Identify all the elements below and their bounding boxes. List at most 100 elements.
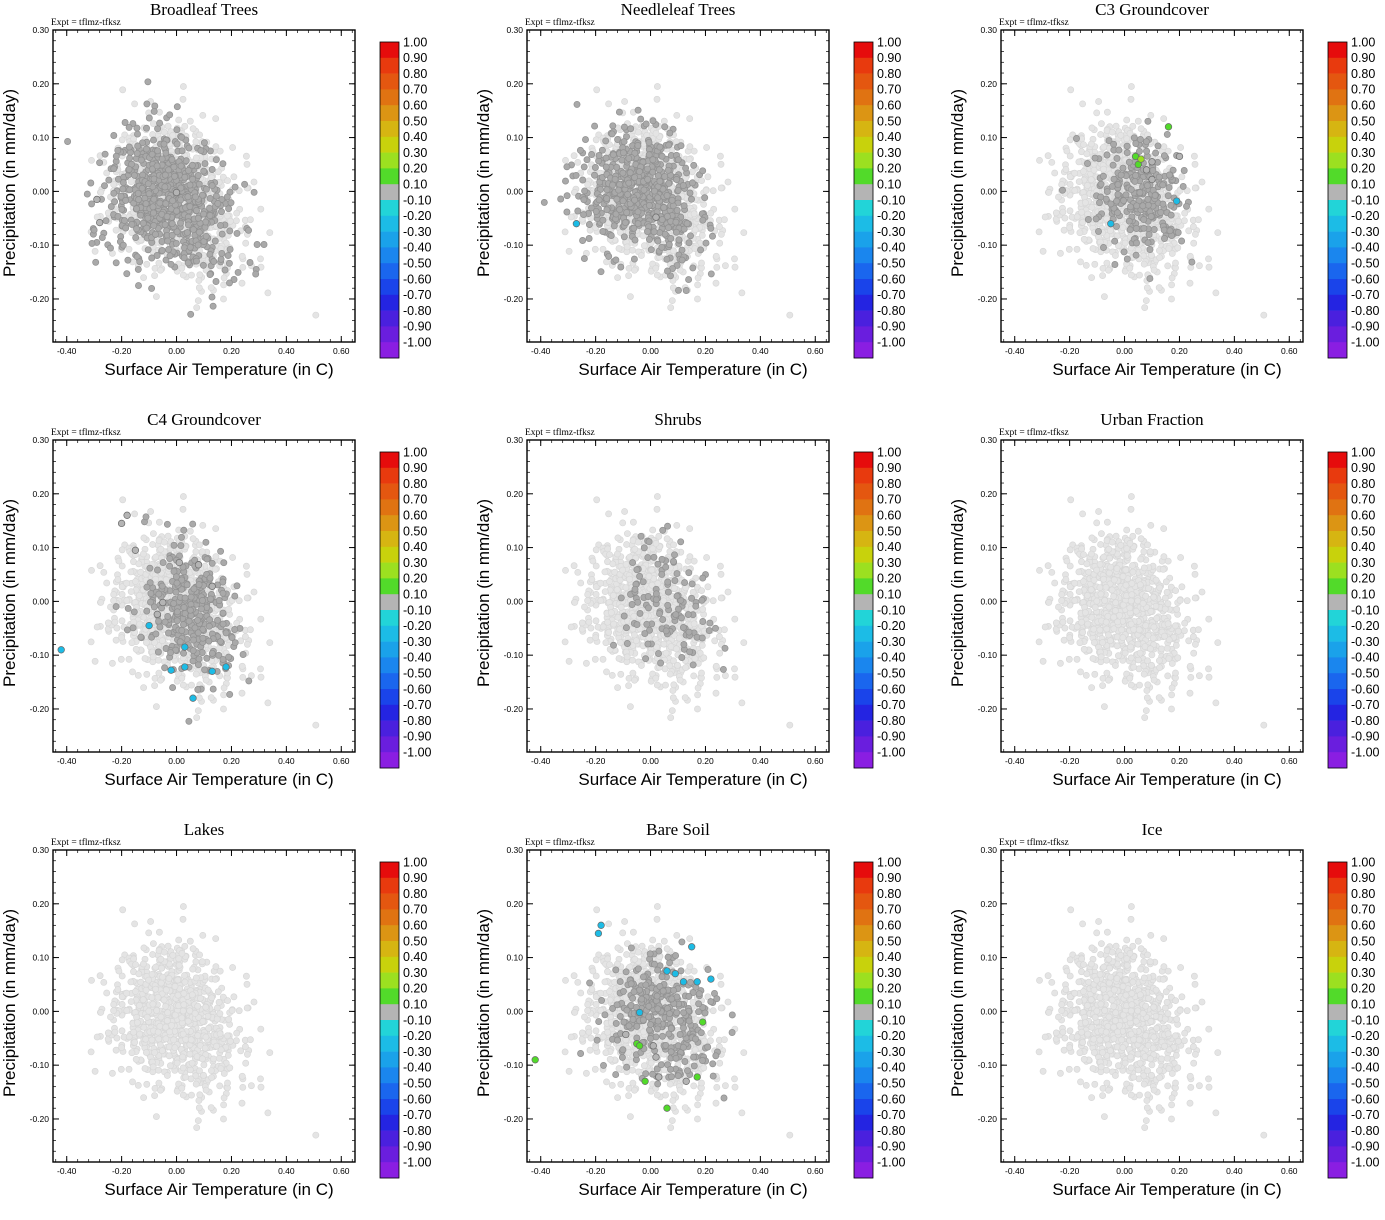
neutral-point: [134, 131, 140, 137]
background-point: [1206, 264, 1212, 270]
neutral-point: [1161, 235, 1167, 241]
neutral-point: [232, 184, 238, 190]
background-point: [1081, 236, 1087, 242]
x-tick-label: 0.40: [752, 346, 769, 356]
neutral-point: [186, 145, 192, 151]
background-point: [1067, 208, 1073, 214]
colorbar-label: 0.70: [403, 83, 427, 97]
background-point: [1072, 187, 1078, 193]
neutral-point: [702, 195, 708, 201]
colorbar-swatch: [854, 74, 873, 90]
point-layer: [541, 83, 793, 318]
background-point: [1179, 174, 1185, 180]
neutral-point: [151, 108, 157, 114]
neutral-point: [203, 186, 209, 192]
neutral-point: [145, 247, 151, 253]
colorbar: 1.000.900.800.700.600.500.400.300.200.10…: [854, 35, 906, 358]
neutral-point: [1144, 148, 1150, 154]
background-point: [1144, 285, 1150, 291]
neutral-point: [1166, 172, 1172, 178]
background-point: [732, 264, 738, 270]
colorbar-swatch: [854, 263, 873, 279]
colorbar-swatch: [854, 121, 873, 137]
colorbar-label: -0.50: [403, 256, 432, 270]
background-point: [1042, 214, 1048, 220]
neutral-point: [189, 162, 195, 168]
y-tick-label: 0.00: [506, 186, 523, 196]
chart-title: C3 Groundcover: [1095, 0, 1209, 19]
colorbar-label: 1.00: [403, 35, 427, 49]
background-point: [1053, 210, 1059, 216]
background-point: [1165, 263, 1171, 269]
neutral-point: [195, 215, 201, 221]
neutral-point: [150, 204, 156, 210]
background-point: [1172, 260, 1178, 266]
neutral-point: [135, 266, 141, 272]
neutral-point: [198, 147, 204, 153]
neutral-point: [174, 127, 180, 133]
x-tick-label: 0.60: [333, 346, 350, 356]
neutral-point: [173, 240, 179, 246]
neutral-point: [648, 247, 654, 253]
neutral-point: [111, 166, 117, 172]
colorbar-swatch: [380, 105, 399, 121]
neutral-point: [151, 222, 157, 228]
colorbar-label: -0.20: [877, 209, 906, 223]
neutral-point: [564, 164, 570, 170]
neutral-point: [227, 228, 233, 234]
x-tick-label: 0.60: [1281, 346, 1298, 356]
neutral-point: [164, 213, 170, 219]
background-point: [234, 210, 240, 216]
neutral-point: [1189, 259, 1195, 265]
colorbar-swatch: [854, 342, 873, 358]
neutral-point: [1114, 155, 1120, 161]
neutral-point: [1141, 216, 1147, 222]
neutral-point: [683, 287, 689, 293]
background-point: [208, 285, 214, 291]
neutral-point: [65, 138, 71, 144]
neutral-point: [203, 219, 209, 225]
x-tick-label: 0.40: [278, 346, 295, 356]
neutral-point: [1092, 155, 1098, 161]
neutral-point: [227, 246, 233, 252]
colored-point: [573, 220, 580, 227]
colored-point: [1149, 159, 1156, 166]
background-point: [1169, 250, 1175, 256]
neutral-point: [202, 161, 208, 167]
neutral-point: [621, 124, 627, 130]
y-tick-label: 0.10: [32, 133, 49, 143]
neutral-point: [592, 123, 598, 129]
y-tick-label: 0.20: [32, 79, 49, 89]
neutral-point: [1150, 167, 1156, 173]
background-point: [244, 161, 250, 167]
neutral-point: [165, 238, 171, 244]
background-point: [1063, 166, 1069, 172]
x-tick-label: -0.40: [1005, 346, 1025, 356]
neutral-point: [619, 157, 625, 163]
neutral-point: [1131, 135, 1137, 141]
colorbar-label: -0.70: [877, 288, 906, 302]
neutral-point: [610, 123, 616, 129]
background-point: [698, 260, 704, 266]
background-point: [240, 264, 246, 270]
point-layer: [65, 79, 319, 319]
background-point: [1088, 141, 1094, 147]
neutral-point: [620, 150, 626, 156]
y-tick-label: 0.20: [506, 79, 523, 89]
neutral-point: [627, 170, 633, 176]
neutral-point: [124, 271, 130, 277]
neutral-point: [225, 253, 231, 259]
colorbar-label: 1.00: [877, 35, 901, 49]
colorbar-swatch: [854, 279, 873, 295]
colorbar-label: -0.80: [403, 304, 432, 318]
neutral-point: [1128, 187, 1134, 193]
y-tick-label: -0.10: [504, 240, 524, 250]
neutral-point: [222, 267, 228, 273]
background-point: [239, 253, 245, 259]
background-point: [1067, 225, 1073, 231]
x-tick-label: 0.60: [807, 346, 824, 356]
background-point: [635, 129, 641, 135]
background-point: [180, 96, 186, 102]
background-point: [562, 157, 568, 163]
